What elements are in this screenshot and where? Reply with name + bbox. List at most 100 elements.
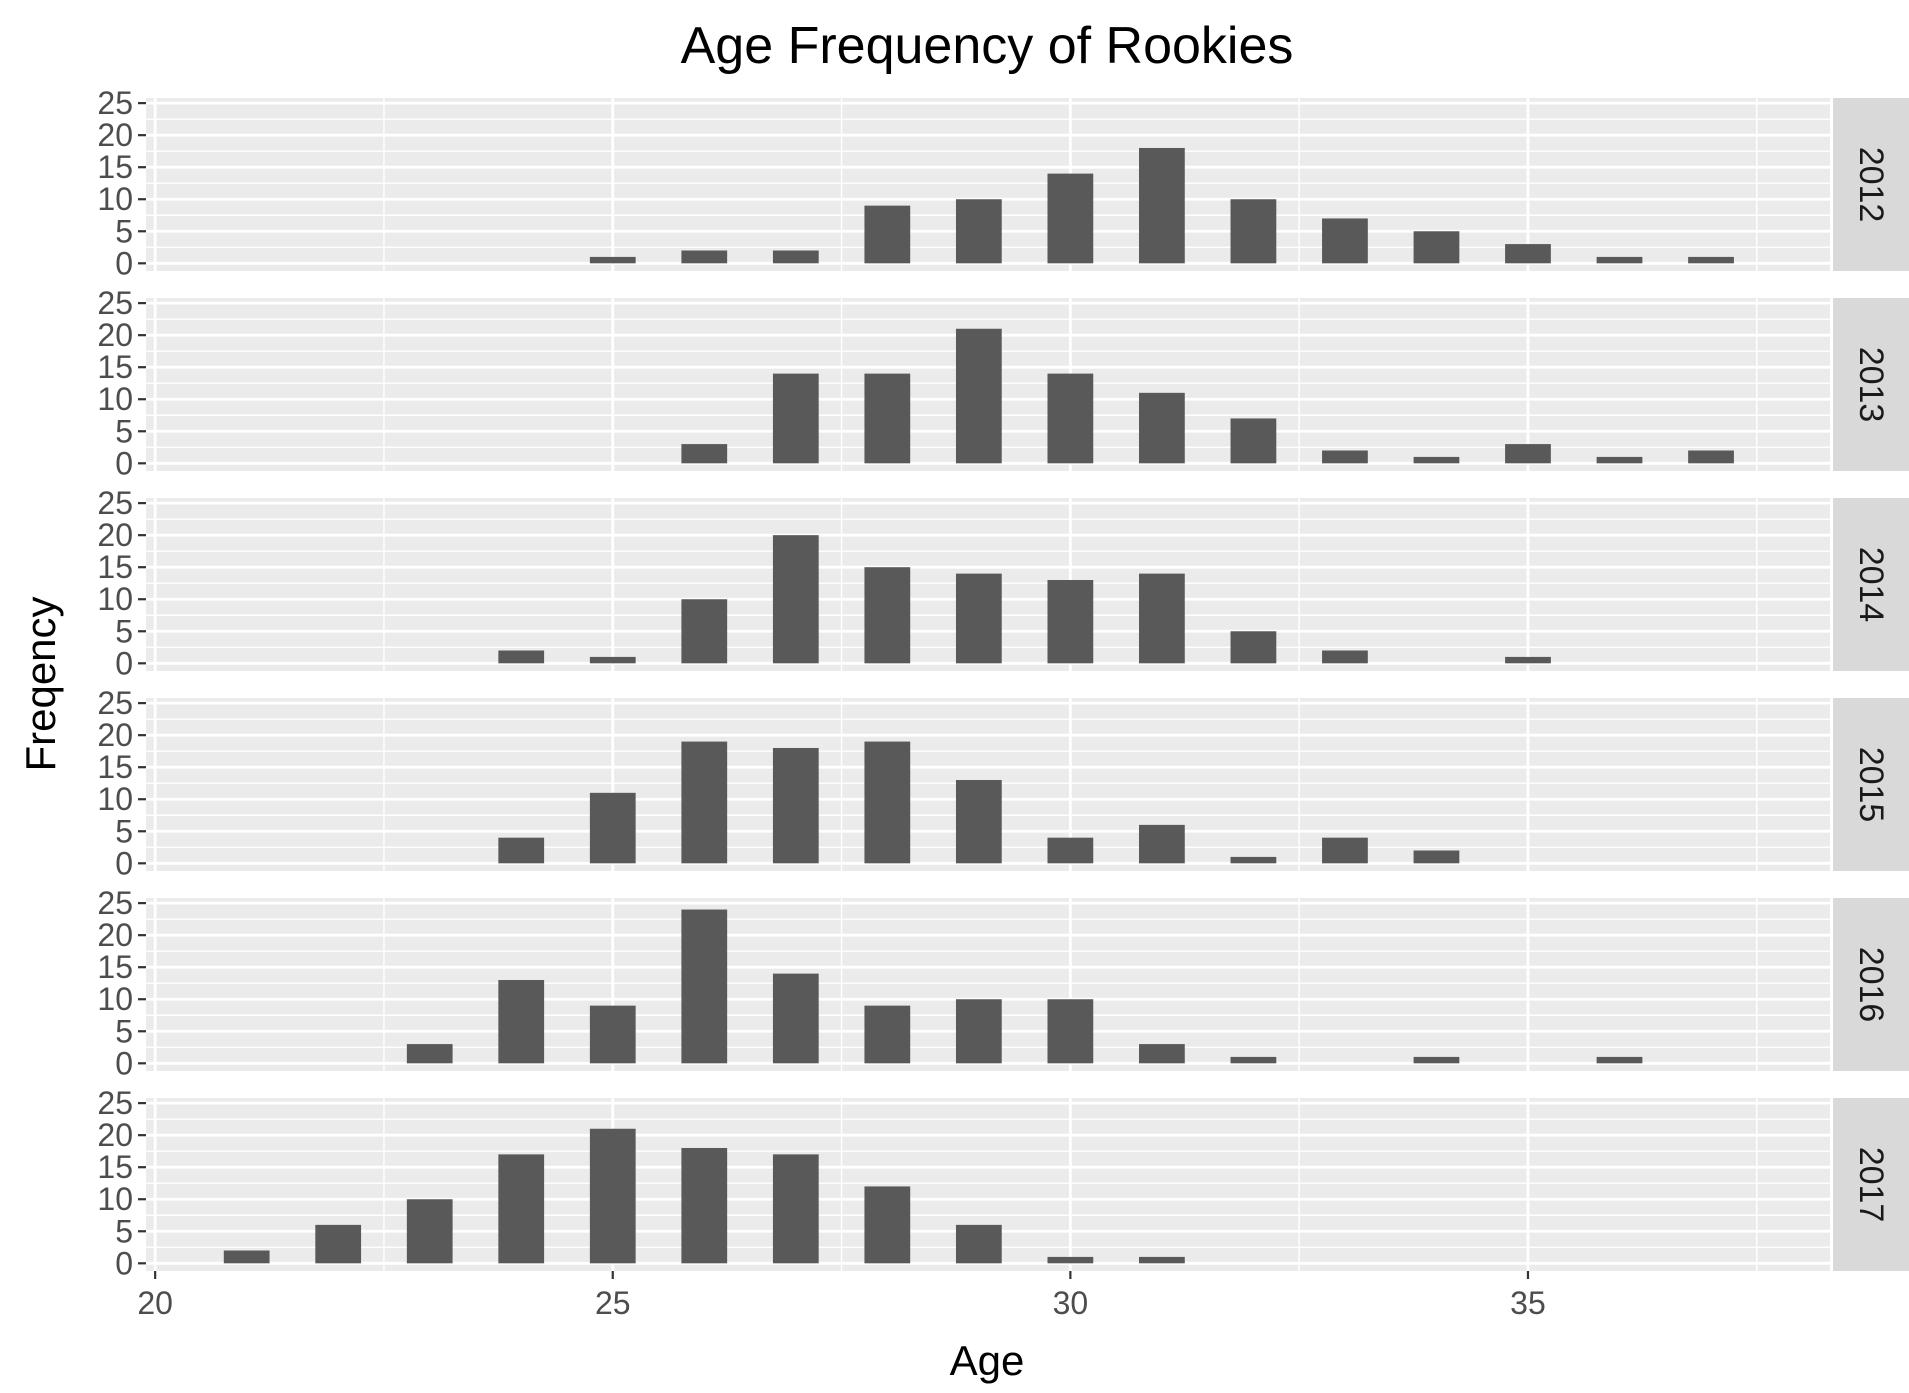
bar-2015-age-25 [589, 792, 636, 864]
facet-strip [1833, 898, 1909, 1071]
y-tick-label: 25 [97, 885, 133, 921]
bar-2015-age-27 [772, 747, 819, 864]
y-tick-label: 15 [97, 749, 133, 785]
bar-2015-age-31 [1139, 824, 1185, 864]
facet-strip [1833, 498, 1909, 671]
y-tick-label: 10 [97, 1181, 133, 1217]
bar-2016-age-26 [681, 909, 728, 1064]
bar-2016-age-25 [589, 1005, 636, 1064]
x-tick-label: 35 [1510, 1285, 1546, 1321]
y-tick-label: 10 [97, 181, 133, 217]
bar-2016-age-29 [955, 999, 1002, 1064]
facet-strip [1833, 298, 1909, 471]
bar-2012-age-30 [1047, 173, 1094, 264]
bar-2015-age-33 [1322, 837, 1368, 864]
bar-2012-age-33 [1322, 218, 1368, 264]
bar-2017-age-26 [681, 1147, 728, 1264]
bar-2017-age-22 [315, 1224, 362, 1264]
bar-2017-age-30 [1047, 1256, 1094, 1264]
y-tick-label: 15 [97, 949, 133, 985]
bar-2017-age-31 [1139, 1256, 1185, 1264]
y-tick-label: 20 [97, 917, 133, 953]
bar-2013-age-29 [955, 328, 1002, 464]
bar-2013-age-26 [681, 444, 728, 464]
bar-2014-age-33 [1322, 650, 1368, 664]
bar-2017-age-28 [864, 1186, 911, 1264]
y-axis-title: Freqency [17, 596, 64, 771]
y-tick-label: 5 [115, 213, 133, 249]
bar-2016-age-23 [406, 1044, 453, 1064]
x-axis-title: Age [950, 1337, 1025, 1384]
bar-2015-age-30 [1047, 837, 1094, 864]
facet-strip [1833, 698, 1909, 871]
bar-2016-age-31 [1139, 1044, 1185, 1064]
facet-label-2013: 2013 [1852, 347, 1890, 423]
bar-2014-age-24 [498, 650, 545, 664]
y-tick-label: 5 [115, 1213, 133, 1249]
y-tick-label: 20 [97, 1117, 133, 1153]
bar-2013-age-31 [1139, 392, 1185, 464]
y-tick-label: 5 [115, 413, 133, 449]
facet-strip [1833, 1098, 1909, 1271]
facet-label-2014: 2014 [1852, 547, 1890, 623]
y-tick-label: 25 [97, 85, 133, 121]
bar-2017-age-27 [772, 1154, 819, 1264]
y-tick-label: 10 [97, 981, 133, 1017]
bar-2014-age-31 [1139, 573, 1185, 664]
y-tick-label: 25 [97, 485, 133, 521]
bar-2015-age-26 [681, 741, 728, 864]
facet-label-2016: 2016 [1852, 947, 1890, 1023]
bar-2012-age-25 [589, 256, 636, 264]
y-tick-label: 20 [97, 517, 133, 553]
bar-2017-age-29 [955, 1224, 1002, 1264]
y-tick-label: 5 [115, 613, 133, 649]
bar-2014-age-26 [681, 599, 728, 664]
bar-2012-age-27 [772, 250, 819, 264]
x-tick-label: 20 [137, 1285, 173, 1321]
bar-2016-age-28 [864, 1005, 911, 1064]
y-tick-label: 15 [97, 549, 133, 585]
y-tick-label: 10 [97, 781, 133, 817]
bar-2017-age-21 [223, 1250, 270, 1264]
bar-2017-age-23 [406, 1199, 453, 1264]
y-tick-label: 25 [97, 1085, 133, 1121]
facet-strip [1833, 98, 1909, 271]
bar-2016-age-36 [1596, 1056, 1643, 1064]
y-tick-label: 25 [97, 285, 133, 321]
y-tick-label: 15 [97, 349, 133, 385]
chart-title: Age Frequency of Rookies [681, 17, 1294, 75]
y-tick-label: 20 [97, 117, 133, 153]
y-tick-label: 5 [115, 1013, 133, 1049]
bar-2012-age-31 [1139, 147, 1185, 264]
bar-2013-age-37 [1688, 450, 1734, 464]
facet-label-2017: 2017 [1852, 1147, 1890, 1223]
bar-2012-age-36 [1596, 256, 1643, 264]
facet-label-2012: 2012 [1852, 147, 1890, 223]
bar-2012-age-26 [681, 250, 728, 264]
bar-2013-age-28 [864, 373, 911, 464]
bar-2014-age-29 [955, 573, 1002, 664]
y-tick-label: 20 [97, 717, 133, 753]
facet-panels: 0510152025201205101520252013051015202520… [97, 85, 1909, 1281]
facet-label-2015: 2015 [1852, 747, 1890, 823]
y-tick-label: 0 [115, 845, 133, 881]
bar-2012-age-28 [864, 205, 911, 264]
y-tick-label: 15 [97, 1149, 133, 1185]
y-tick-label: 25 [97, 685, 133, 721]
bar-2013-age-36 [1596, 456, 1643, 464]
bar-2017-age-24 [498, 1154, 545, 1264]
y-tick-label: 20 [97, 317, 133, 353]
bar-2012-age-37 [1688, 256, 1734, 264]
bar-2016-age-34 [1413, 1056, 1460, 1064]
bar-2014-age-27 [772, 535, 819, 664]
bar-2012-age-29 [955, 199, 1002, 264]
y-tick-label: 0 [115, 445, 133, 481]
bar-2013-age-35 [1505, 444, 1551, 464]
bar-2013-age-27 [772, 373, 819, 464]
bar-2016-age-30 [1047, 999, 1094, 1064]
